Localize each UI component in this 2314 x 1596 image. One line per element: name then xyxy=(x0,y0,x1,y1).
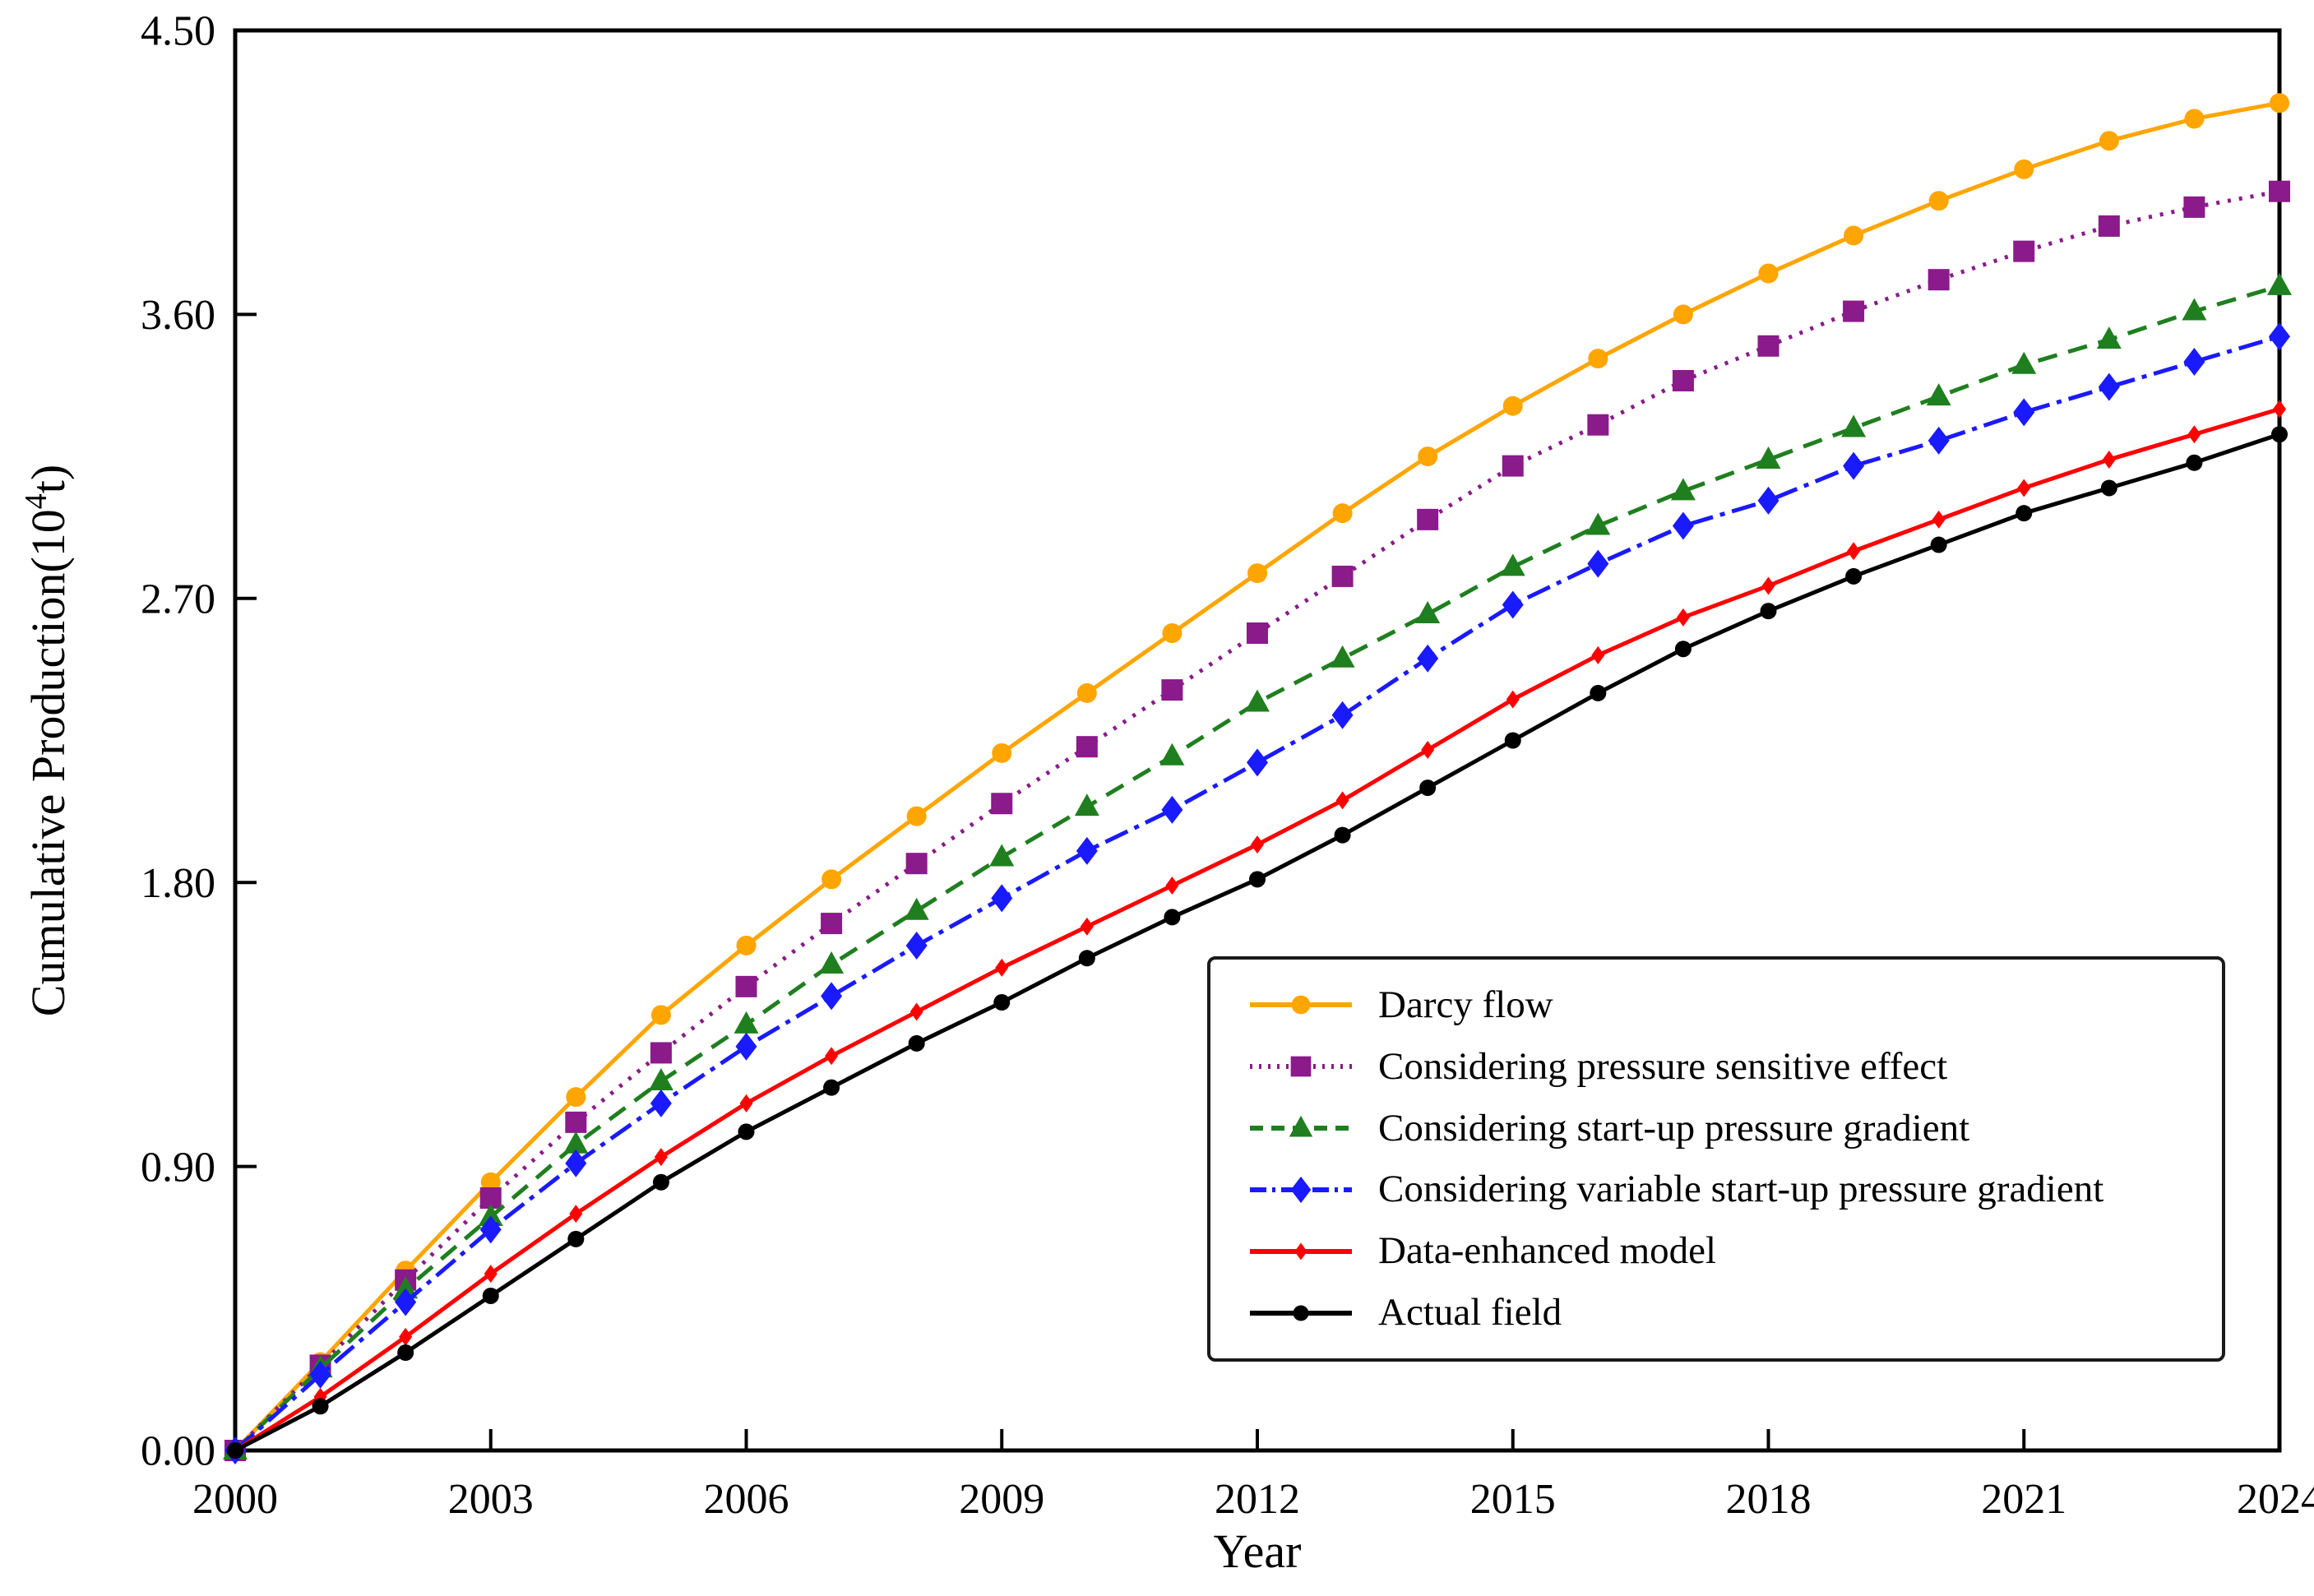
x-tick-label: 2003 xyxy=(448,1476,534,1523)
legend-item-considering-pressure-sensitive-effect: Considering pressure sensitive effect xyxy=(1247,1043,2214,1090)
series-markers-considering-variable-start-up-pressure-gradient xyxy=(224,322,2290,1464)
legend-label: Considering pressure sensitive effect xyxy=(1378,1044,1948,1088)
x-tick-label: 2000 xyxy=(192,1476,278,1523)
legend-swatch-considering-pressure-sensitive-effect xyxy=(1250,1056,1352,1077)
y-tick-label: 4.50 xyxy=(141,8,215,55)
legend-box: Darcy flow Considering pressure sensitive… xyxy=(1207,956,2225,1362)
axis-title-y-prefix: Cumulative Production(10 xyxy=(21,509,75,1016)
legend-label: Considering start-up pressure gradient xyxy=(1378,1106,1970,1150)
y-tick-label: 1.80 xyxy=(141,860,215,907)
y-tick-label: 0.00 xyxy=(141,1428,215,1475)
axis-title-y-suffix: t) xyxy=(21,465,75,493)
legend-swatch-considering-start-up-pressure-gradient xyxy=(1250,1115,1352,1137)
superscript-4: 4 xyxy=(19,493,53,509)
series-considering-variable-start-up-pressure-gradient xyxy=(224,322,2290,1464)
legend-label: Darcy flow xyxy=(1378,983,1553,1026)
legend-swatch-considering-variable-start-up-pressure-gradient xyxy=(1250,1176,1352,1204)
x-tick-label: 2015 xyxy=(1470,1476,1556,1523)
legend-swatch-data-enhanced-model xyxy=(1250,1242,1352,1261)
axis-ticks xyxy=(235,312,2026,1450)
axis-title-y: Cumulative Production(104t) xyxy=(19,465,75,1016)
legend-swatch-actual-field xyxy=(1250,1305,1352,1321)
axis-title-x: Year xyxy=(1214,1524,1302,1578)
series-markers-actual-field xyxy=(227,426,2288,1459)
legend-item-considering-variable-start-up-pressure-gradient: Considering variable start-up pressure g… xyxy=(1247,1166,2214,1214)
x-tick-label: 2018 xyxy=(1726,1476,1812,1523)
x-tick-label: 2021 xyxy=(1981,1476,2066,1523)
legend-label: Considering variable start-up pressure g… xyxy=(1378,1168,2104,1211)
legend-item-actual-field: Actual field xyxy=(1247,1289,2214,1337)
legend-label: Data-enhanced model xyxy=(1378,1229,1717,1273)
legend-swatch-darcy-flow xyxy=(1250,996,1352,1015)
x-tick-label: 2012 xyxy=(1215,1476,1300,1523)
legend-item-considering-start-up-pressure-gradient: Considering start-up pressure gradient xyxy=(1247,1104,2214,1152)
legend-item-data-enhanced-model: Data-enhanced model xyxy=(1247,1228,2214,1275)
x-tick-label: 2009 xyxy=(959,1476,1044,1523)
y-tick-label: 3.60 xyxy=(141,292,215,339)
y-tick-label: 0.90 xyxy=(141,1144,215,1191)
series-actual-field xyxy=(227,426,2288,1459)
legend-label: Actual field xyxy=(1378,1291,1562,1335)
y-tick-label: 2.70 xyxy=(141,576,215,622)
legend-item-darcy-flow: Darcy flow xyxy=(1247,981,2214,1029)
x-tick-label: 2006 xyxy=(704,1476,789,1523)
x-tick-label: 2024 xyxy=(2237,1476,2314,1523)
